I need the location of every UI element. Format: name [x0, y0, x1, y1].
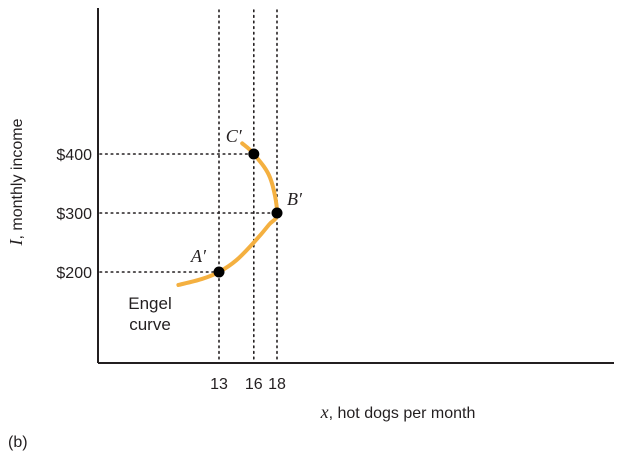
- engel-annotation-line: curve: [129, 315, 171, 334]
- point-a: [213, 266, 225, 278]
- point-c: [248, 148, 260, 160]
- x-tick-labels: 13 16 18: [210, 376, 286, 393]
- engel-annotation-line: Engel: [128, 294, 171, 313]
- engel-curve-line: [176, 141, 279, 287]
- x-tick-label-13: 13: [210, 376, 228, 393]
- y-axis-label: I, monthly income: [6, 118, 26, 246]
- x-tick-label-18: 18: [268, 376, 286, 393]
- y-tick-label-300: $300: [56, 206, 92, 223]
- point-label-b: B′: [287, 189, 303, 209]
- dotted-guide-lines: [99, 9, 278, 364]
- y-axis-label-text: , monthly income: [9, 118, 26, 239]
- y-tick-labels: $200 $300 $400: [56, 147, 92, 282]
- x-axis-label-variable: x: [320, 402, 329, 422]
- y-tick-label-400: $400: [56, 147, 92, 164]
- y-tick-label-200: $200: [56, 265, 92, 282]
- point-label-a: A′: [190, 246, 207, 266]
- x-axis-label: x, hot dogs per month: [320, 402, 476, 422]
- point-label-c: C′: [226, 126, 243, 146]
- engel-curve-annotation: Engel curve: [128, 294, 171, 334]
- chart-points: [213, 148, 283, 278]
- panel-label: (b): [8, 434, 28, 451]
- point-b: [271, 207, 283, 219]
- point-labels: A′ B′ C′: [190, 126, 303, 266]
- x-tick-label-16: 16: [245, 376, 263, 393]
- y-axis-label-variable: I: [6, 238, 26, 246]
- x-axis-label-text: , hot dogs per month: [329, 405, 476, 422]
